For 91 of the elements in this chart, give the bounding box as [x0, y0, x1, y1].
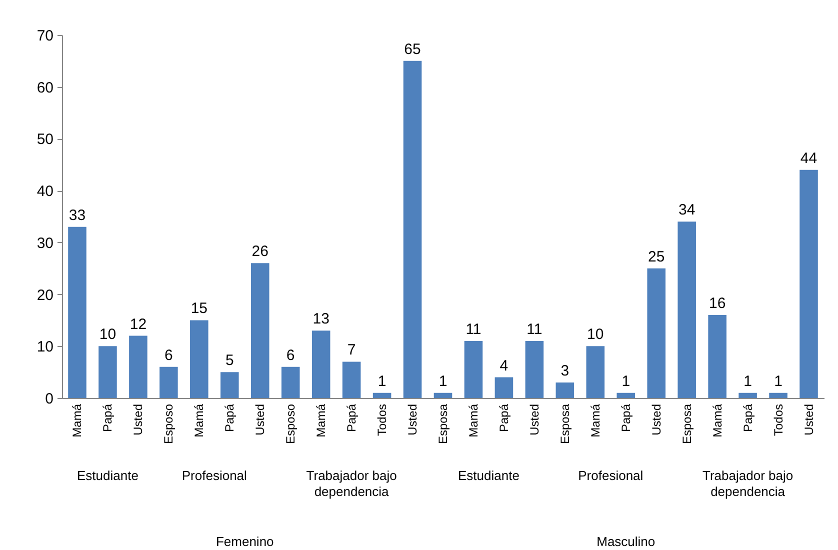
- bar: [464, 340, 483, 398]
- x-tick-label: Mamá: [314, 404, 328, 438]
- data-label: 26: [252, 243, 268, 260]
- x-tick-label: Usted: [131, 404, 146, 436]
- bar: [708, 315, 726, 398]
- y-tick-label: 10: [36, 338, 54, 356]
- bar: [586, 346, 605, 398]
- text: Femenino: [216, 534, 274, 549]
- data-label: 7: [347, 342, 356, 359]
- text: Estudiante: [458, 468, 520, 483]
- x-tick-label: Papá: [740, 404, 755, 432]
- bar: [160, 366, 178, 398]
- bar: [312, 330, 330, 398]
- data-label: 5: [225, 352, 234, 370]
- x-tick-label: Esposa: [680, 404, 694, 444]
- data-label: 34: [678, 202, 696, 219]
- x-tick-label: Esposo: [162, 404, 176, 444]
- data-label: 1: [774, 372, 782, 390]
- bar: [342, 362, 361, 398]
- y-tick-label: 70: [36, 28, 54, 44]
- x-tick-label: Papá: [344, 404, 359, 432]
- x-tick-label: Papá: [100, 404, 115, 432]
- data-label: 11: [466, 320, 482, 338]
- y-tick-label: 60: [36, 79, 54, 96]
- y-tick-label: 40: [36, 183, 54, 200]
- bar: [434, 392, 452, 398]
- x-tick-label: Mamá: [70, 404, 84, 438]
- bar: [494, 377, 514, 398]
- data-label: 3: [560, 362, 570, 380]
- bar: [372, 392, 392, 398]
- y-tick-label: 50: [36, 131, 54, 148]
- text: Profesional: [578, 468, 644, 483]
- x-tick-label: Usted: [527, 404, 542, 436]
- data-label: 12: [130, 316, 147, 333]
- text: Estudiante: [77, 468, 138, 483]
- bar: [556, 382, 574, 398]
- bar: [800, 170, 818, 398]
- data-label: 1: [744, 372, 752, 390]
- x-tick-label: Usted: [649, 404, 664, 436]
- bar: [98, 346, 117, 398]
- data-label: 25: [648, 248, 665, 266]
- x-tick-label: Todos: [375, 404, 390, 436]
- x-tick-label: Mamá: [710, 404, 724, 438]
- x-tick-label: Mamá: [588, 404, 602, 438]
- bar: [129, 336, 148, 398]
- x-tick-label: Mamá: [466, 404, 480, 438]
- x-tick-label: Usted: [253, 404, 268, 436]
- data-label: 65: [404, 40, 421, 58]
- data-label: 15: [190, 300, 208, 318]
- bar: [281, 366, 300, 398]
- bar: [250, 263, 270, 398]
- data-label: 11: [526, 320, 542, 338]
- bar: [616, 392, 636, 398]
- y-tick-label: 0: [45, 390, 54, 408]
- data-label: 33: [68, 206, 86, 224]
- y-tick-label: 30: [36, 234, 54, 252]
- x-tick-label: Usted: [802, 404, 816, 436]
- data-label: 6: [286, 346, 295, 364]
- bar: [68, 226, 86, 398]
- bar: [769, 392, 788, 398]
- text: Trabajador bajo dependencia: [702, 468, 794, 499]
- data-label: 10: [587, 326, 604, 344]
- data-label: 10: [99, 326, 116, 344]
- data-label: 4: [500, 357, 508, 374]
- data-label: 1: [622, 372, 630, 390]
- text: Trabajador bajo dependencia: [306, 468, 397, 499]
- bar: [190, 320, 208, 398]
- y-tick-label: 20: [36, 286, 54, 304]
- data-label: 1: [378, 372, 386, 390]
- bar: [525, 340, 544, 398]
- bar: [647, 268, 666, 398]
- bar: [738, 392, 757, 398]
- data-label: 16: [708, 295, 726, 312]
- x-tick-label: Todos: [771, 404, 786, 436]
- x-tick-label: Papá: [222, 404, 237, 432]
- data-label: 44: [800, 150, 818, 167]
- x-tick-label: Papá: [496, 404, 511, 432]
- bar: [220, 372, 239, 398]
- text: Profesional: [182, 468, 248, 483]
- text: Masculino: [596, 534, 656, 549]
- bar: [678, 222, 696, 398]
- x-tick-label: Esposo: [284, 404, 298, 444]
- bar: [403, 60, 422, 398]
- x-tick-label: Usted: [406, 404, 420, 436]
- x-tick-label: Mamá: [192, 404, 206, 438]
- data-label: 6: [164, 346, 173, 364]
- data-label: 1: [438, 372, 448, 390]
- data-label: 13: [312, 310, 330, 328]
- x-tick-label: Papá: [618, 404, 633, 432]
- x-tick-label: Esposa: [558, 404, 572, 444]
- x-tick-label: Esposa: [436, 404, 450, 444]
